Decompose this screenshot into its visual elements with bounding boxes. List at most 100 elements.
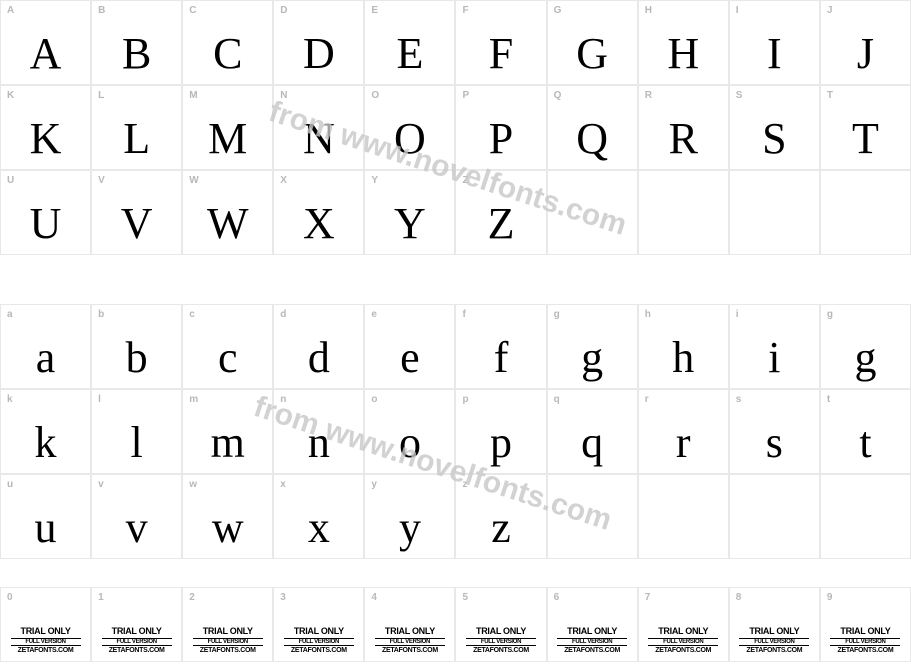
trial-only-badge: TRIAL ONLYFULL VERSIONZETAFONTS.COM [821,627,910,655]
glyph-cell: gg [820,304,911,389]
cell-label: Z [462,175,468,186]
cell-glyph: N [274,117,363,161]
cell-glyph: k [1,421,90,465]
cell-label: 1 [98,592,104,603]
cell-label: V [98,175,105,186]
cell-glyph: P [456,117,545,161]
glyph-cell: yy [364,474,455,559]
glyph-cell: cc [182,304,273,389]
cell-glyph: D [274,32,363,76]
cell-label: o [371,394,377,405]
cell-glyph: F [456,32,545,76]
cell-label: h [645,309,651,320]
cell-glyph: Y [365,202,454,246]
cell-label: P [462,90,469,101]
cell-glyph: q [548,421,637,465]
glyph-cell: QQ [547,85,638,170]
cell-glyph: W [183,202,272,246]
glyph-cell: UU [0,170,91,255]
glyph-cell: VV [91,170,182,255]
cell-label: H [645,5,652,16]
glyph-cell: BB [91,0,182,85]
glyph-cell [820,474,911,559]
cell-label: n [280,394,286,405]
cell-label: L [98,90,104,101]
glyph-cell: ww [182,474,273,559]
cell-label: 4 [371,592,377,603]
cell-label: i [736,309,739,320]
cell-glyph: G [548,32,637,76]
cell-glyph: B [92,32,181,76]
glyph-cell: nn [273,389,364,474]
cell-label: s [736,394,742,405]
glyph-cell: oo [364,389,455,474]
glyph-cell: EE [364,0,455,85]
glyph-cell: kk [0,389,91,474]
cell-label: 3 [280,592,286,603]
cell-glyph: l [92,421,181,465]
cell-label: t [827,394,830,405]
cell-glyph: n [274,421,363,465]
cell-glyph: O [365,117,454,161]
glyph-cell: 9TRIAL ONLYFULL VERSIONZETAFONTS.COM [820,587,911,662]
cell-glyph: w [183,506,272,550]
glyph-cell: 4TRIAL ONLYFULL VERSIONZETAFONTS.COM [364,587,455,662]
cell-label: l [98,394,101,405]
trial-only-badge: TRIAL ONLYFULL VERSIONZETAFONTS.COM [274,627,363,655]
cell-label: I [736,5,739,16]
cell-label: 2 [189,592,195,603]
glyph-cell: 6TRIAL ONLYFULL VERSIONZETAFONTS.COM [547,587,638,662]
digits-grid: 0TRIAL ONLYFULL VERSIONZETAFONTS.COM1TRI… [0,587,911,662]
glyph-cell: DD [273,0,364,85]
cell-glyph: r [639,421,728,465]
glyph-cell: aa [0,304,91,389]
glyph-cell: pp [455,389,546,474]
trial-only-badge: TRIAL ONLYFULL VERSIONZETAFONTS.COM [183,627,272,655]
cell-glyph: y [365,506,454,550]
glyph-cell: bb [91,304,182,389]
cell-label: 7 [645,592,651,603]
cell-glyph: g [548,336,637,380]
glyph-cell: qq [547,389,638,474]
glyph-cell: xx [273,474,364,559]
glyph-cell: mm [182,389,273,474]
cell-label: T [827,90,833,101]
cell-label: M [189,90,197,101]
glyph-cell: vv [91,474,182,559]
glyph-cell: 0TRIAL ONLYFULL VERSIONZETAFONTS.COM [0,587,91,662]
glyph-cell: ss [729,389,820,474]
glyph-cell: HH [638,0,729,85]
cell-glyph: X [274,202,363,246]
cell-label: E [371,5,378,16]
cell-label: z [462,479,467,490]
cell-label: U [7,175,14,186]
glyph-cell [638,170,729,255]
cell-label: r [645,394,649,405]
cell-label: m [189,394,198,405]
cell-glyph: c [183,336,272,380]
cell-glyph: g [821,336,910,380]
cell-glyph: Q [548,117,637,161]
cell-label: d [280,309,286,320]
cell-glyph: v [92,506,181,550]
glyph-cell: XX [273,170,364,255]
cell-glyph: U [1,202,90,246]
cell-label: G [554,5,562,16]
glyph-cell: 8TRIAL ONLYFULL VERSIONZETAFONTS.COM [729,587,820,662]
cell-glyph: z [456,506,545,550]
glyph-cell: TT [820,85,911,170]
glyph-cell: 5TRIAL ONLYFULL VERSIONZETAFONTS.COM [455,587,546,662]
cell-label: 0 [7,592,13,603]
cell-glyph: u [1,506,90,550]
cell-glyph: A [1,32,90,76]
glyph-cell: YY [364,170,455,255]
cell-label: Y [371,175,378,186]
cell-glyph: o [365,421,454,465]
glyph-cell: gg [547,304,638,389]
cell-glyph: K [1,117,90,161]
glyph-cell: ee [364,304,455,389]
cell-glyph: S [730,117,819,161]
cell-glyph: d [274,336,363,380]
cell-label: c [189,309,195,320]
uppercase-grid: AABBCCDDEEFFGGHHIIJJKKLLMMNNOOPPQQRRSSTT… [0,0,911,255]
